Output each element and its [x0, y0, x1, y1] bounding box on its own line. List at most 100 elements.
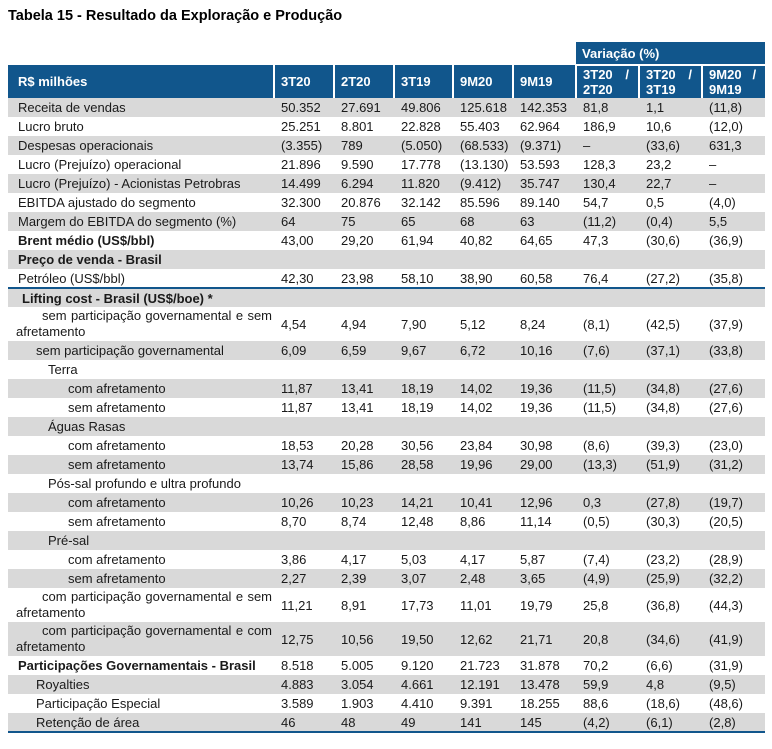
cell-value	[576, 288, 639, 307]
cell-value: 23,84	[460, 438, 493, 453]
cell-value: 4.661	[401, 677, 434, 692]
cell-value	[453, 360, 513, 379]
cell-value: (0,5)	[583, 514, 610, 529]
column-header-3t20: 3T20	[273, 65, 334, 98]
cell-value: 3,86	[281, 552, 307, 567]
row-label: Retenção de área	[8, 713, 274, 733]
cell-value: 64	[281, 214, 296, 229]
cell-value: 21,71	[520, 631, 553, 647]
row-label: Receita de vendas	[18, 100, 126, 115]
table-row: EBITDA ajustado do segmento 32.300 20.876 3…	[8, 193, 765, 212]
row-label: com afretamento	[68, 495, 166, 510]
row-label: Petróleo (US$/bbl)	[8, 269, 274, 289]
cell-value: (48,6)	[709, 696, 743, 711]
cell-value: 130,4	[583, 176, 616, 191]
cell-value: 125.618	[460, 100, 507, 115]
cell-value: 5,5	[709, 214, 728, 229]
table-row: com participação governamental e sem afr…	[8, 588, 765, 622]
cell-value: 128,3	[583, 157, 616, 172]
table-row: Lucro (Prejuízo) - Acionistas Petrobras 1…	[8, 174, 766, 193]
cell-value: 20,28	[341, 438, 374, 453]
cell-value: (30,3)	[646, 514, 680, 529]
cell-value: 789	[341, 138, 363, 153]
cell-value: 9.120	[401, 658, 434, 673]
cell-value: 4.410	[401, 696, 434, 711]
cell-value	[274, 474, 334, 493]
cell-value: 35.747	[520, 176, 560, 191]
row-label: Águas Rasas	[48, 419, 126, 434]
cell-value: 6,59	[341, 343, 367, 358]
cell-value: (23,2)	[646, 552, 680, 567]
cell-value: 18,19	[401, 381, 434, 396]
table-row: Preço de venda - Brasil	[8, 250, 766, 269]
var-top: 3T20	[583, 66, 613, 82]
table-row: Participação Especial 3.589 1.903 4.410 9.39…	[8, 694, 765, 713]
cell-value: (13,3)	[583, 457, 617, 472]
cell-value: 19,36	[520, 381, 553, 396]
cell-value	[274, 531, 334, 550]
cell-value	[639, 288, 702, 307]
results-table: Variação (%) R$ milhões 3T20 2T20 3T19 9…	[8, 42, 766, 733]
cell-value: (27,6)	[709, 400, 743, 415]
cell-value: 3,65	[520, 571, 546, 586]
cell-value: 1.903	[341, 696, 374, 711]
cell-value: 3.589	[281, 696, 314, 711]
cell-value: (34,8)	[646, 381, 680, 396]
cell-value: 49.806	[401, 100, 441, 115]
cell-value	[334, 288, 394, 307]
cell-value	[334, 417, 394, 436]
cell-value: 68	[460, 214, 475, 229]
cell-value	[702, 360, 765, 379]
cell-value: (41,9)	[709, 631, 743, 647]
cell-value: 29,00	[520, 457, 553, 472]
table-row: Margem do EBITDA do segmento (%) 64 75 65 68…	[8, 212, 766, 231]
cell-value	[702, 417, 765, 436]
cell-value: 14.499	[281, 176, 321, 191]
cell-value: 18.255	[520, 696, 560, 711]
cell-value: 46	[274, 713, 334, 733]
cell-value: (11,5)	[583, 400, 617, 415]
cell-value: 2,48	[460, 571, 486, 586]
slash: /	[688, 66, 693, 82]
cell-value	[513, 417, 576, 436]
cell-value: 62.964	[520, 119, 560, 134]
cell-value: 8,70	[281, 514, 307, 529]
cell-value: (39,3)	[646, 438, 680, 453]
cell-value: (0,4)	[646, 214, 673, 229]
table-row: com afretamento 18,53 20,28 30,56 23,84 30,98…	[8, 436, 765, 455]
cell-value: 89.140	[520, 195, 560, 210]
cell-value	[576, 360, 639, 379]
row-label: sem afretamento	[68, 571, 166, 586]
row-label: Preço de venda - Brasil	[18, 252, 162, 267]
cell-value: (13.130)	[460, 157, 509, 172]
var-top: 3T20	[646, 66, 676, 82]
cell-value: 7,90	[401, 316, 427, 332]
cell-value: (3.355)	[281, 138, 323, 153]
cell-value: 19,50	[401, 631, 434, 647]
cell-value: 11,14	[520, 514, 552, 529]
cell-value: 8,91	[341, 597, 367, 613]
cell-value: (36,8)	[646, 597, 680, 613]
cell-value	[394, 417, 453, 436]
cell-value	[334, 474, 394, 493]
cell-value: 23,2	[646, 157, 672, 172]
cell-value: –	[709, 176, 717, 191]
cell-value	[513, 250, 576, 269]
cell-value: 30,98	[520, 438, 553, 453]
cell-value: 9.590	[341, 157, 374, 172]
cell-value: 31.878	[520, 658, 560, 673]
row-label: com participação governamental e com afr…	[16, 623, 272, 654]
cell-value	[576, 474, 639, 493]
cell-value: 20.876	[341, 195, 381, 210]
cell-value: 10,23	[341, 495, 374, 510]
row-label: com participação governamental e sem afr…	[16, 589, 272, 620]
cell-value: 42,30	[274, 269, 334, 289]
cell-value: 10,41	[460, 495, 493, 510]
table-row: sem afretamento 2,27 2,39 3,07 2,48 3,65 (4,9)…	[8, 569, 766, 588]
cell-value	[639, 531, 702, 550]
row-label: Despesas operacionais	[18, 138, 154, 153]
cell-value	[274, 360, 334, 379]
table-row: Pré-sal	[8, 531, 766, 550]
cell-value: 22.828	[401, 119, 441, 134]
cell-value: 21.896	[281, 157, 321, 172]
